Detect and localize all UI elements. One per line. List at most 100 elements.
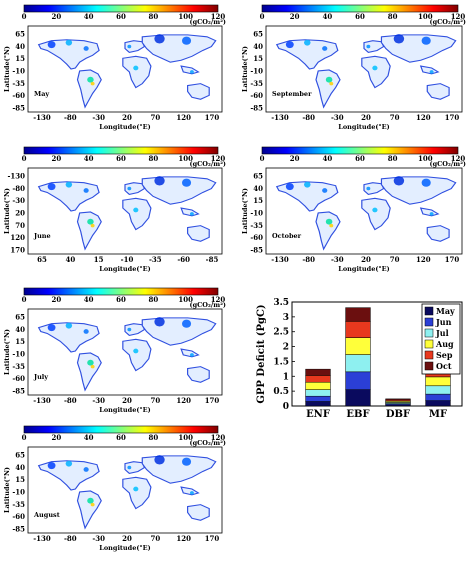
map-panel-october: 0 20 40 60 80 100 120 (gCO₂/m²) 65 40 15 -10 -35 -60-… xyxy=(240,144,472,282)
deficit-hotspot xyxy=(154,317,165,327)
landmass-shape xyxy=(361,55,391,89)
y-tick-label: 65 xyxy=(253,30,263,39)
bar-y-tick-label: 2.5 xyxy=(273,328,289,338)
deficit-hotspot xyxy=(87,76,94,83)
landmass-layer xyxy=(275,176,457,251)
colorbar xyxy=(23,4,219,13)
x-tick-label: 170 xyxy=(445,255,460,264)
colorbar-tick-label: 40 xyxy=(322,154,332,163)
y-tick-label: -35 xyxy=(250,79,263,88)
month-label: July xyxy=(33,373,48,381)
colorbar-tick-label: 120 xyxy=(451,154,466,163)
x-tick-label: -10 xyxy=(121,255,134,264)
y-axis-label: Latitude(°N) xyxy=(241,188,249,234)
y-tick-label: 65 xyxy=(15,30,25,39)
colorbar-tick-label: 20 xyxy=(51,12,61,21)
x-tick-label: 170 xyxy=(445,113,460,122)
x-tick-label: 20 xyxy=(122,113,132,122)
deficit-hotspot xyxy=(65,39,73,46)
colorbar-tick-label: 60 xyxy=(116,12,126,21)
colorbar-tick-label: 40 xyxy=(322,12,332,21)
landmass-shape xyxy=(124,182,146,196)
deficit-hotspot xyxy=(393,34,405,44)
colorbar-tick-label: 0 xyxy=(22,12,27,21)
deficit-hotspot xyxy=(65,322,73,329)
landmass-shape xyxy=(187,225,210,242)
bar-segment-mf-jul xyxy=(425,385,451,395)
deficit-hotspot xyxy=(90,223,95,228)
colorbar-units-label: (gCO₂/m²) xyxy=(190,18,226,26)
landmass-shape xyxy=(76,69,102,109)
deficit-hotspot xyxy=(154,34,165,44)
colorbar-units-label: (gCO₂/m²) xyxy=(190,439,226,447)
colorbar-tick-label: 20 xyxy=(290,154,300,163)
y-tick-label: 65 xyxy=(15,313,25,322)
landmass-shape xyxy=(419,207,440,217)
deficit-hotspot xyxy=(47,183,56,191)
x-tick-label: -130 xyxy=(271,255,289,264)
landmass-shape xyxy=(124,461,146,475)
deficit-hotspot xyxy=(154,176,165,186)
landmass-shape xyxy=(426,225,450,242)
x-tick-label: -80 xyxy=(64,113,77,122)
bar-segment-enf-oct xyxy=(305,368,331,376)
deficit-hotspot xyxy=(133,65,139,71)
legend-label: Oct xyxy=(436,361,452,371)
deficit-hotspot xyxy=(90,81,95,86)
landmass-shape xyxy=(124,40,146,54)
y-tick-label: -60 xyxy=(12,512,25,521)
deficit-hotspot xyxy=(133,348,139,354)
x-tick-label: -80 xyxy=(302,255,315,264)
deficit-hotspot xyxy=(90,502,95,507)
deficit-hotspot xyxy=(372,207,378,213)
bar-segment-ebf-sep xyxy=(345,321,371,338)
y-tick-label: -10 xyxy=(12,350,25,359)
bar-segment-ebf-aug xyxy=(345,337,371,355)
legend-label: May xyxy=(436,306,455,316)
x-tick-label: 20 xyxy=(122,534,132,543)
deficit-hotspot xyxy=(133,207,139,213)
bar-y-tick-label: 1.5 xyxy=(273,357,289,367)
colorbar-tick-label: 0 xyxy=(260,154,265,163)
colorbar-tick-label: 100 xyxy=(418,154,433,163)
bar-segment-mf-jun xyxy=(425,393,451,401)
y-tick-label: 40 xyxy=(15,42,25,51)
deficit-hotspot xyxy=(329,81,334,86)
map-may: 0 20 40 60 80 100 120(gCO₂/m²)654015-10-35-60-… xyxy=(3,4,226,131)
deficit-hotspot xyxy=(189,491,194,495)
legend-swatch xyxy=(424,317,434,327)
y-tick-label: -130 xyxy=(7,172,25,181)
legend-label: Sep xyxy=(436,350,453,360)
legend-swatch xyxy=(424,350,434,360)
x-axis-label: Longitude(°E) xyxy=(99,406,150,414)
colorbar-tick-label: 100 xyxy=(178,154,193,163)
deficit-hotspot xyxy=(325,76,333,83)
y-tick-label: 15 xyxy=(253,196,263,205)
colorbar-tick-label: 100 xyxy=(178,433,193,442)
colorbar-tick-label: 40 xyxy=(84,12,94,21)
month-label: August xyxy=(33,511,60,519)
y-tick-label: 65 xyxy=(15,451,25,460)
deficit-hotspot xyxy=(393,176,405,186)
month-label: June xyxy=(33,232,51,240)
deficit-hotspot xyxy=(127,465,132,470)
bar-category-label: DBF xyxy=(386,409,410,420)
landmass-shape xyxy=(315,211,341,251)
colorbar-tick-label: 80 xyxy=(388,154,398,163)
x-tick-label: -130 xyxy=(33,396,51,405)
deficit-hotspot xyxy=(304,181,311,188)
colorbar-tick-label: 60 xyxy=(116,295,126,304)
bar-y-tick-label: 3.5 xyxy=(273,298,289,308)
bar-segment-enf-sep xyxy=(305,375,331,383)
deficit-hotspot xyxy=(329,223,334,228)
y-axis-label: Latitude(°N) xyxy=(241,46,249,92)
x-tick-label: -130 xyxy=(271,113,289,122)
y-tick-label: -10 xyxy=(250,209,263,218)
colorbar-tick-label: 120 xyxy=(451,12,466,21)
landmass-layer xyxy=(275,34,457,109)
x-tick-label: 20 xyxy=(361,255,371,264)
legend-swatch xyxy=(424,306,434,316)
y-tick-label: -85 xyxy=(250,246,263,255)
map-june: 0 20 40 60 80 100 120(gCO₂/m²)-130-80-30207012… xyxy=(3,146,226,273)
deficit-hotspot xyxy=(366,44,371,49)
